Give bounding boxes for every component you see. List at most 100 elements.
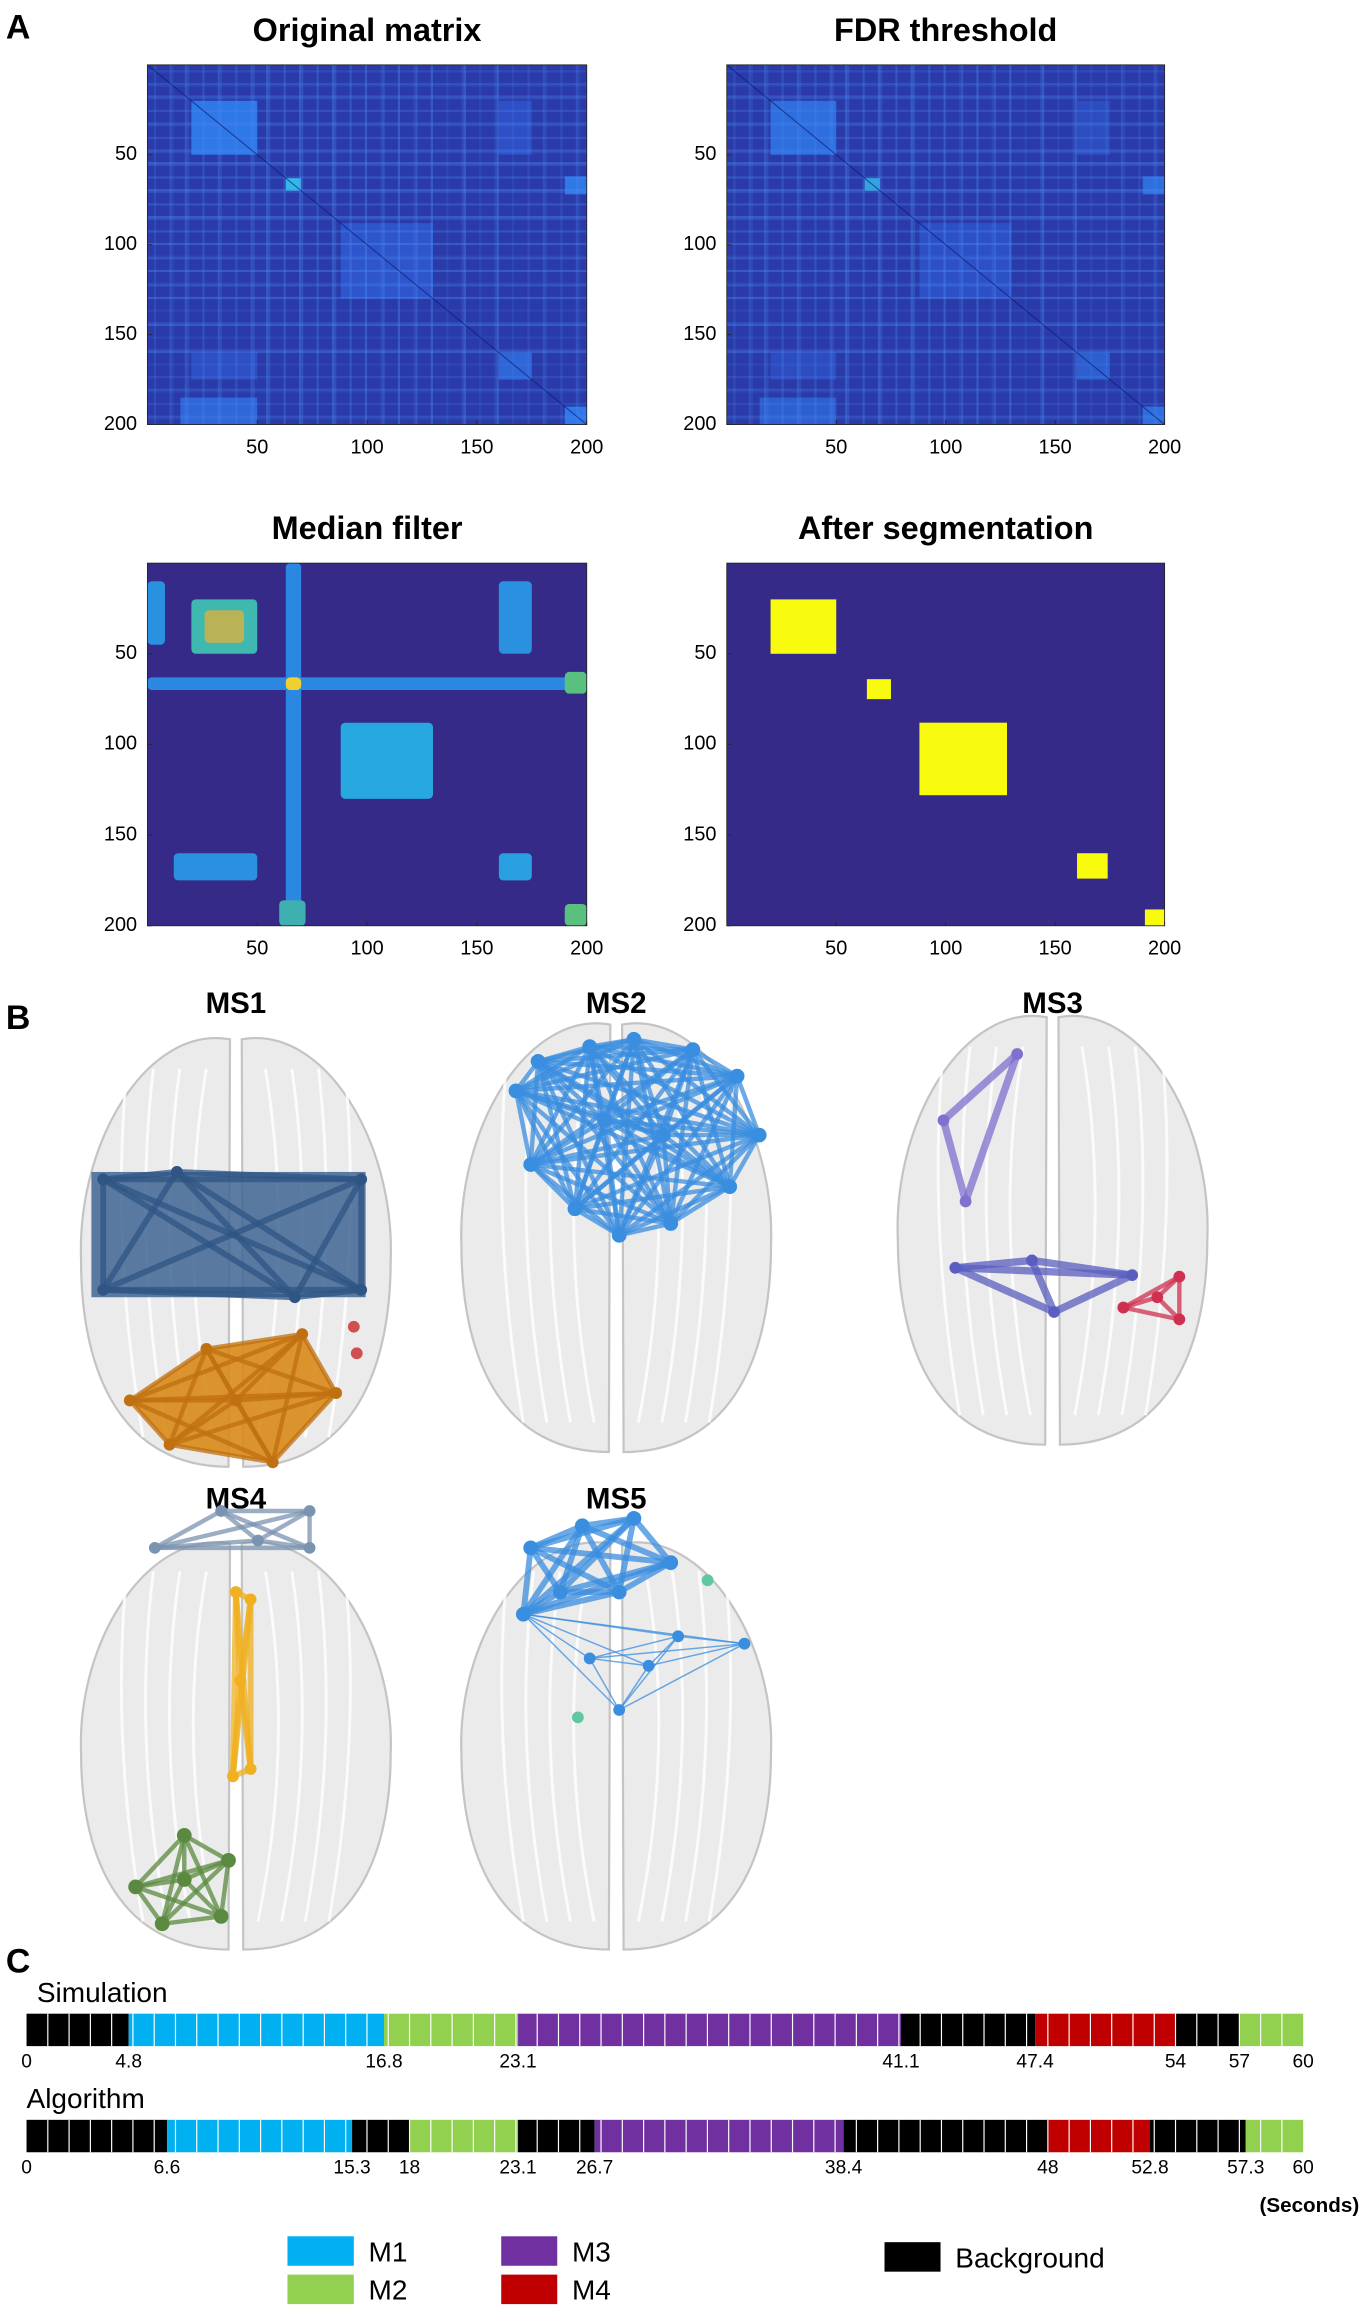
timeline-segment bbox=[409, 2119, 519, 2153]
heatmap-streak bbox=[380, 64, 383, 425]
network-edge bbox=[668, 1075, 740, 1225]
network-node bbox=[350, 1347, 363, 1360]
heatmap-streak bbox=[799, 64, 802, 425]
network-node bbox=[176, 1872, 192, 1887]
network-node bbox=[355, 1283, 368, 1296]
y-tick-label: 100 bbox=[683, 233, 716, 255]
network-edge bbox=[1122, 1305, 1180, 1322]
network-edge bbox=[153, 1509, 223, 1550]
x-tick-label: 50 bbox=[246, 436, 268, 458]
network-node bbox=[303, 1541, 316, 1554]
heatmap-texture bbox=[498, 100, 532, 155]
legend-swatch bbox=[884, 2242, 941, 2272]
y-tick-label: 150 bbox=[683, 323, 716, 345]
heatmap-streak bbox=[766, 64, 769, 425]
heatmap-texture bbox=[279, 900, 306, 926]
heatmap-streak bbox=[726, 269, 1165, 273]
brain-fold bbox=[1143, 1046, 1169, 1416]
heatmap-streak bbox=[283, 64, 286, 425]
timeline-tick-label: 16.8 bbox=[365, 2051, 402, 2072]
heatmap-streak bbox=[726, 282, 1165, 285]
heatmap-streak bbox=[877, 64, 881, 425]
network-node bbox=[642, 1659, 655, 1672]
network-edge bbox=[100, 1170, 180, 1292]
network-edge bbox=[941, 1051, 1020, 1124]
network-edge bbox=[523, 1613, 745, 1645]
timeline-tick-label: 38.4 bbox=[825, 2158, 863, 2179]
heatmap-streak bbox=[726, 230, 1165, 233]
network-node bbox=[154, 1916, 170, 1932]
x-tick-label: 200 bbox=[1148, 938, 1181, 960]
heatmap-streak bbox=[726, 203, 1165, 206]
heatmap-texture bbox=[173, 853, 258, 881]
brain-fold bbox=[984, 1046, 1009, 1416]
timeline-tick-label: 57.3 bbox=[1227, 2158, 1264, 2179]
legend-label: Background bbox=[955, 2242, 1104, 2273]
network-edge bbox=[154, 1538, 259, 1551]
heatmap-texture bbox=[147, 581, 165, 645]
heatmap-streak bbox=[217, 64, 220, 425]
network-edge bbox=[618, 1221, 672, 1238]
heatmap-texture bbox=[1142, 176, 1165, 195]
heatmap-streak bbox=[316, 64, 319, 425]
network-node bbox=[571, 1711, 584, 1724]
network-edge bbox=[134, 1833, 186, 1889]
heatmap-streak bbox=[1090, 64, 1093, 425]
network-node bbox=[751, 1127, 767, 1143]
network-node bbox=[171, 1166, 183, 1178]
heatmap-streak bbox=[147, 70, 587, 73]
heatmap-streak bbox=[334, 64, 337, 425]
heatmap-streak bbox=[993, 64, 997, 425]
brain-fold bbox=[119, 1571, 145, 1922]
x-tick-label: 100 bbox=[929, 938, 962, 960]
heatmap-streak bbox=[494, 64, 497, 425]
network-edge bbox=[176, 1169, 362, 1183]
heatmap-streak bbox=[147, 255, 587, 258]
heatmap-streak bbox=[147, 122, 587, 125]
heatmap-streak bbox=[814, 64, 817, 425]
heatmap-streak bbox=[726, 388, 1165, 391]
timeline-tick-label: 0 bbox=[21, 2051, 32, 2072]
timeline-segment bbox=[26, 2013, 129, 2047]
timeline-segment bbox=[26, 2119, 167, 2153]
y-tick-label: 200 bbox=[104, 413, 137, 435]
network-edge bbox=[1028, 1258, 1058, 1314]
network-node bbox=[200, 1342, 213, 1355]
heatmap-streak bbox=[1009, 64, 1012, 425]
heatmap-streak bbox=[331, 64, 335, 425]
network-node bbox=[701, 1574, 714, 1587]
heatmap-streak bbox=[268, 64, 271, 425]
timeline-tick-label: 48 bbox=[1037, 2158, 1058, 2179]
heatmap-streak bbox=[496, 64, 499, 425]
network-node bbox=[215, 1505, 228, 1517]
heatmap-streak bbox=[726, 70, 1165, 73]
segment-block bbox=[770, 599, 837, 654]
heatmap-streak bbox=[726, 257, 1165, 260]
heatmap-streak bbox=[961, 64, 964, 425]
network-node bbox=[949, 1261, 962, 1274]
timeline-tick-label: 57 bbox=[1229, 2051, 1250, 2072]
timeline-segment bbox=[1245, 2119, 1304, 2153]
heatmap-streak bbox=[147, 163, 587, 166]
network-edge bbox=[661, 1048, 695, 1136]
x-tick-label: 150 bbox=[1039, 938, 1072, 960]
brain-fold bbox=[303, 1571, 328, 1922]
network-edge bbox=[648, 1642, 745, 1667]
x-tick-label: 200 bbox=[1148, 436, 1181, 458]
heatmap-streak bbox=[763, 64, 767, 425]
network-edge bbox=[182, 1877, 223, 1918]
heatmap-streak bbox=[154, 64, 157, 425]
brain-fold bbox=[1096, 1046, 1121, 1416]
heatmap-streak bbox=[147, 215, 587, 219]
network-edge bbox=[529, 1037, 636, 1166]
heatmap-streak bbox=[463, 64, 466, 425]
timeline-segment bbox=[901, 2013, 1036, 2047]
heatmap-texture bbox=[285, 677, 302, 691]
heatmap-streak bbox=[147, 336, 587, 339]
segment-block bbox=[1077, 853, 1108, 879]
timeline-segment bbox=[843, 2119, 1048, 2153]
heatmap-texture bbox=[498, 853, 532, 881]
heatmap-streak bbox=[726, 217, 1165, 220]
brain-fold bbox=[500, 1571, 525, 1922]
